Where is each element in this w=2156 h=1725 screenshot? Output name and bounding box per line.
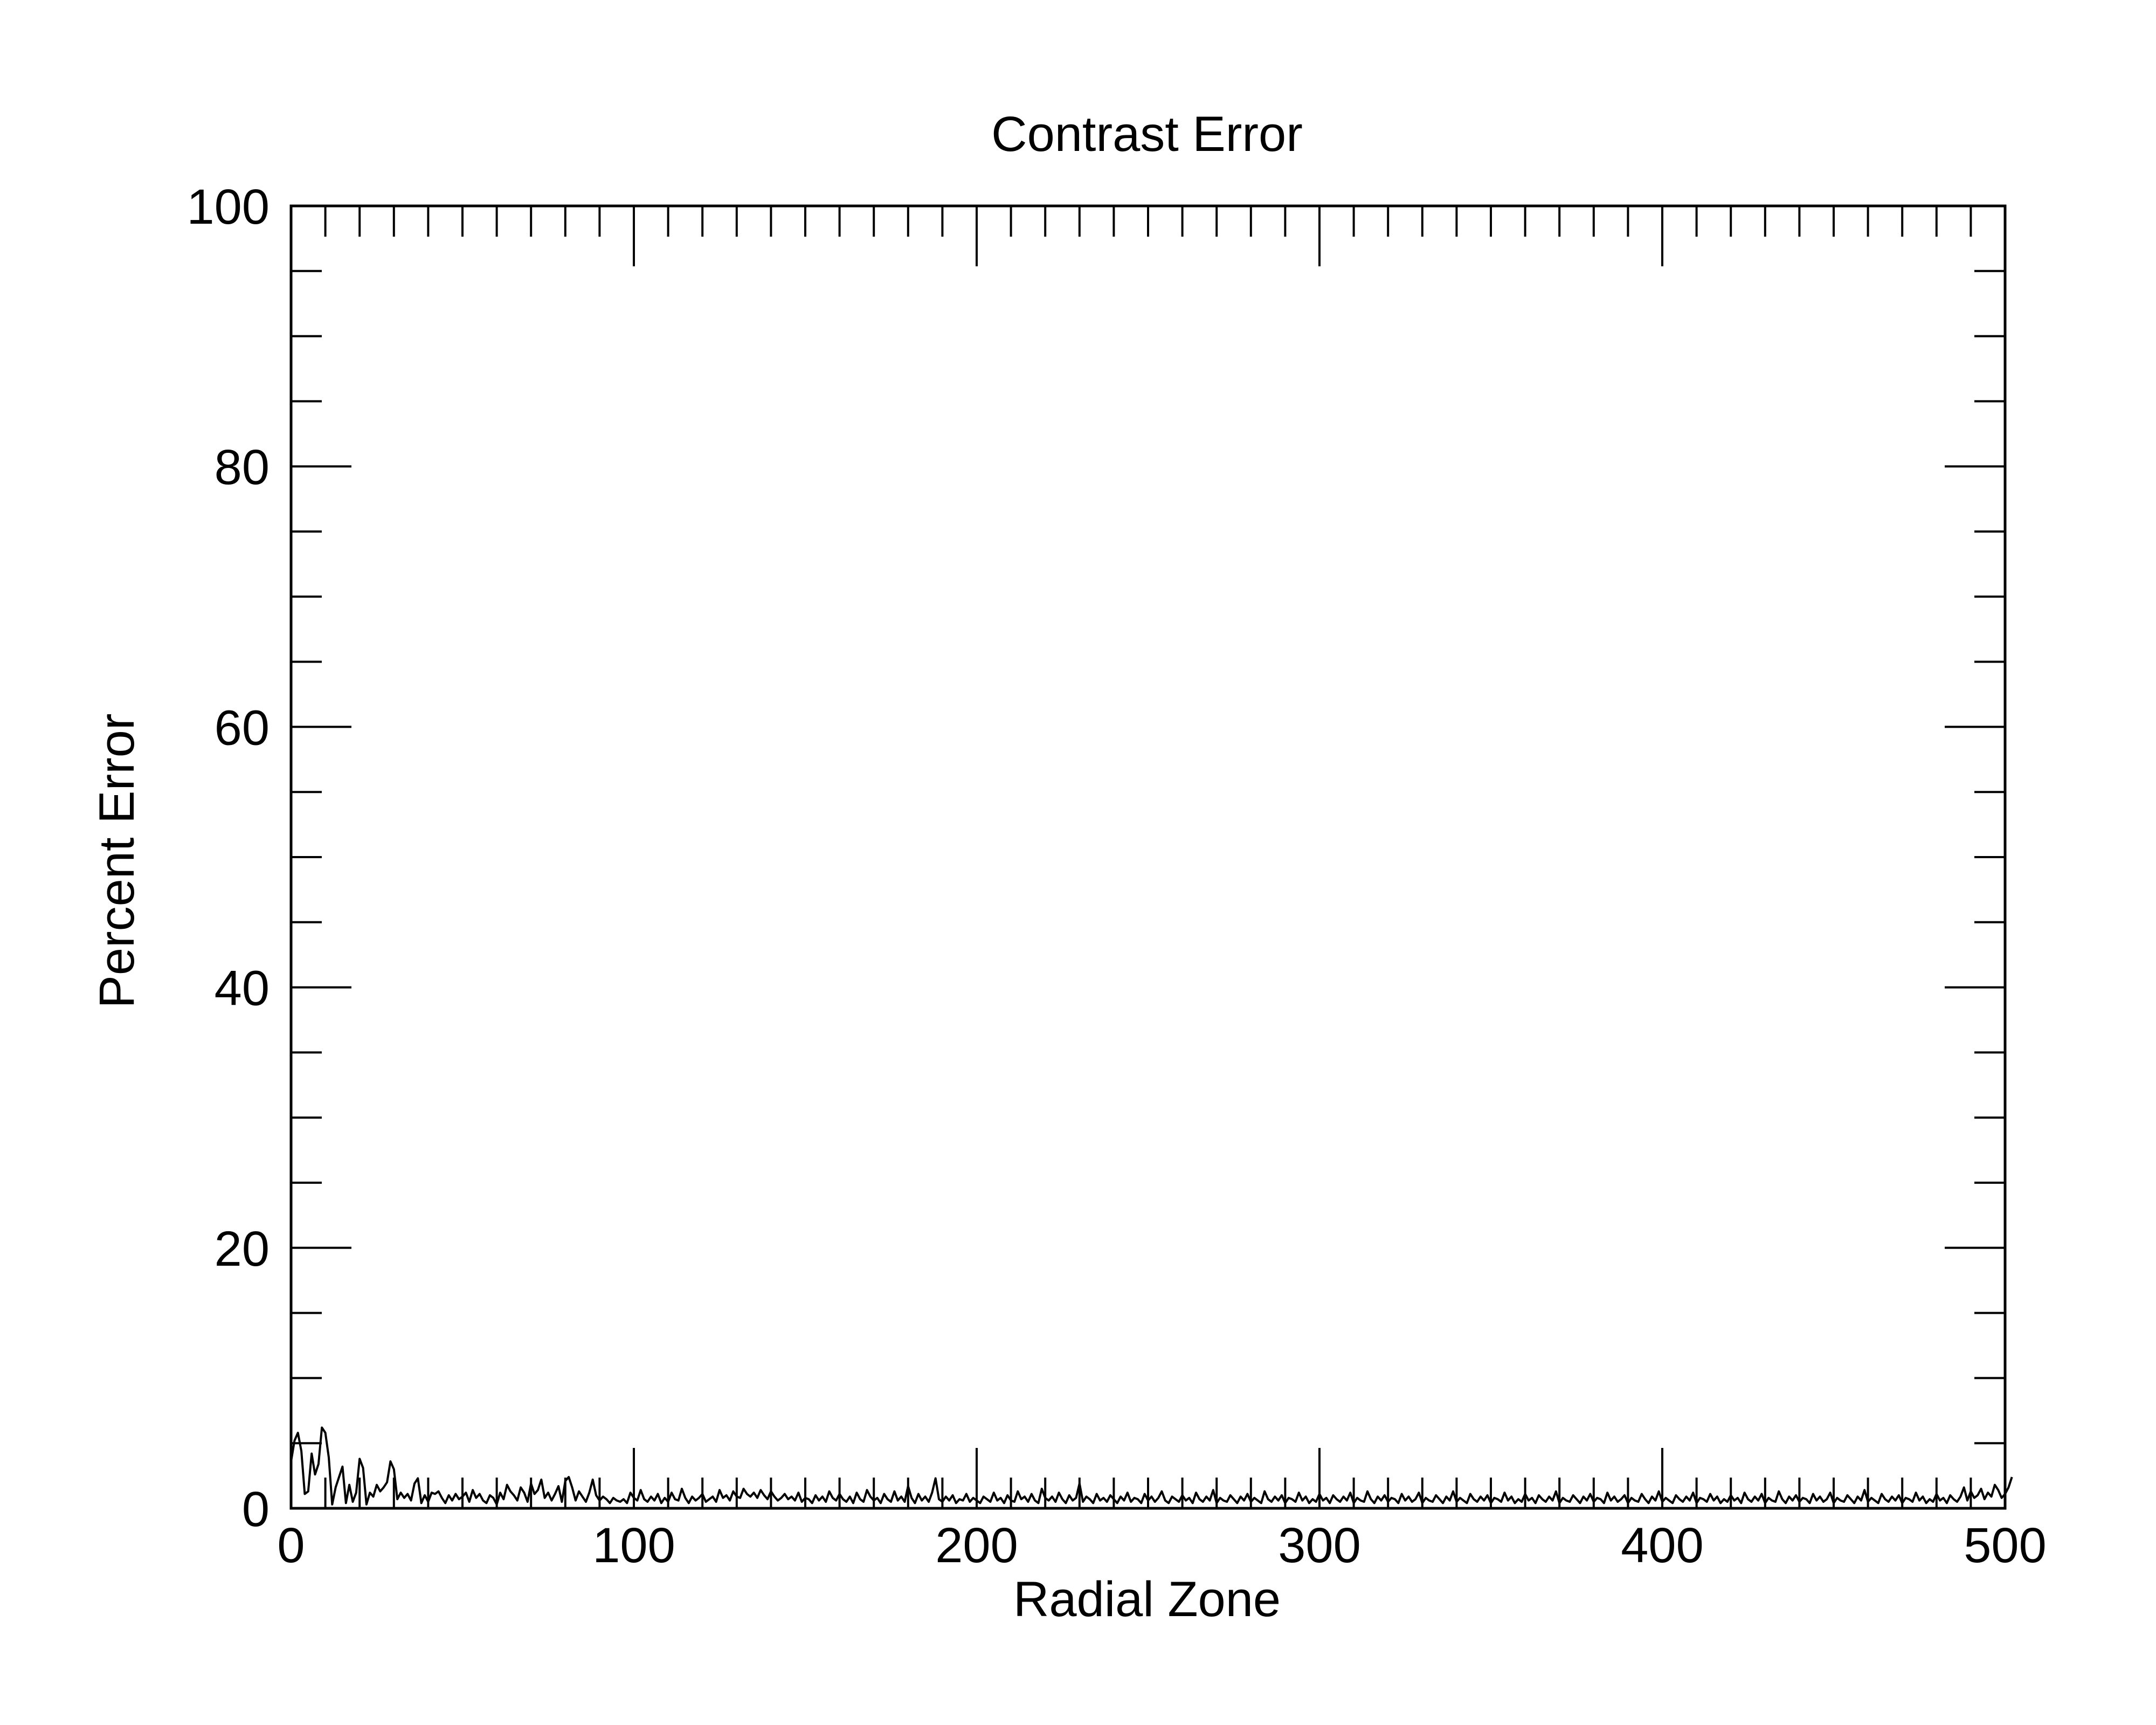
x-axis-label: Radial Zone [1013,1572,1281,1627]
y-axis-label: Percent Error [89,713,144,1008]
x-tick-label: 100 [592,1518,675,1573]
chart-title: Contrast Error [991,107,1303,162]
x-tick-label: 300 [1278,1518,1361,1573]
series-line [290,1426,2013,1506]
y-tick-label: 80 [215,440,270,495]
axis-tick-labels: 0 100 200 300 400 500 0 20 40 60 80 100 [187,180,2047,1573]
x-tick-label: 200 [935,1518,1018,1573]
y-tick-label: 0 [242,1482,270,1537]
y-tick-label: 20 [215,1222,270,1276]
x-tick-label: 0 [277,1518,305,1573]
x-tick-label: 500 [1964,1518,2047,1573]
y-tick-label: 60 [215,700,270,755]
plot-frame [289,204,2007,1510]
x-tick-label: 400 [1621,1518,1704,1573]
y-tick-label: 100 [187,180,270,234]
y-tick-label: 40 [215,961,270,1016]
